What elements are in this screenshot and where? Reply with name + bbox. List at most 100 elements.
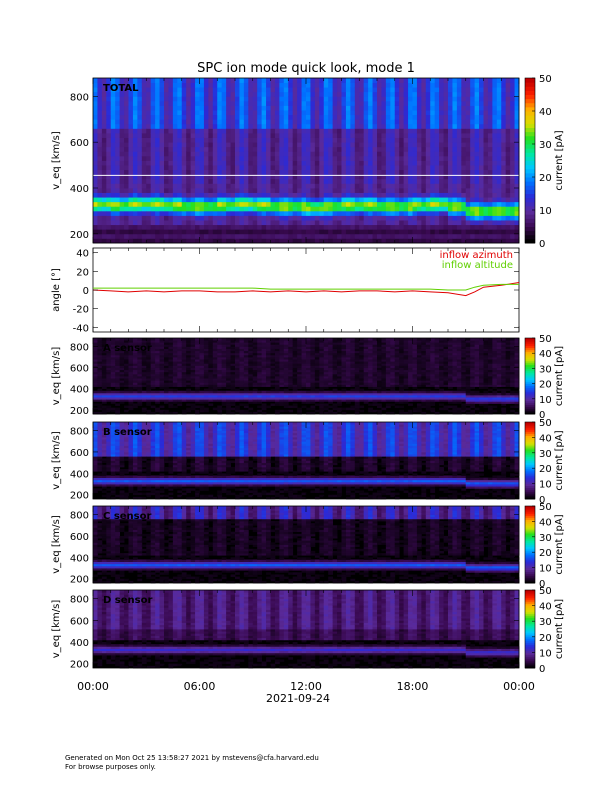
spectrogram-cell — [279, 399, 285, 402]
spectrogram-cell — [297, 220, 302, 226]
spectrogram-cell — [115, 82, 121, 88]
spectrogram-cell — [412, 169, 418, 175]
spectrogram-cell — [226, 359, 231, 362]
spectrogram-cell — [93, 215, 98, 221]
spectrogram-cell — [434, 96, 440, 102]
spectrogram-cell — [430, 146, 436, 152]
spectrogram-cell — [354, 142, 360, 148]
spectrogram-cell — [159, 123, 165, 129]
spectrogram-cell — [243, 146, 249, 152]
spectrogram-cell — [292, 229, 298, 235]
spectrogram-cell — [93, 142, 98, 148]
spectrogram-cell — [341, 169, 347, 175]
spectrogram-cell — [266, 352, 271, 356]
spectrogram-cell — [248, 123, 254, 129]
spectrogram-cell — [279, 114, 285, 120]
spectrogram-cell — [110, 188, 116, 193]
spectrogram-cell — [430, 238, 436, 244]
spectrogram-cell — [399, 165, 405, 171]
spectrogram-cell — [230, 192, 236, 198]
spectrogram-cell — [332, 169, 338, 175]
spectrogram-cell — [323, 197, 329, 203]
spectrogram-cell — [101, 382, 107, 385]
spectrogram-cell — [186, 229, 192, 235]
spectrogram-cell — [439, 119, 444, 125]
spectrogram-cell — [212, 178, 218, 184]
spectrogram-cell — [421, 220, 427, 226]
spectrogram-cell — [119, 215, 125, 221]
spectrogram-cell — [146, 411, 152, 415]
spectrogram-cell — [270, 128, 276, 134]
spectrogram-cell — [301, 91, 307, 97]
spectrogram-cell — [217, 348, 223, 352]
spectrogram-cell — [217, 146, 223, 152]
spectrogram-cell — [186, 87, 192, 93]
spectrogram-cell — [425, 220, 431, 226]
spectrogram-cell — [266, 348, 271, 352]
spectrogram-cell — [279, 201, 285, 207]
spectrogram-cell — [496, 91, 502, 97]
colorbar-segment — [525, 139, 535, 145]
spectrogram-cell — [155, 346, 160, 349]
spectrogram-cell — [501, 229, 507, 235]
spectrogram-cell — [226, 338, 231, 341]
spectrogram-cell — [252, 340, 258, 343]
spectrogram-cell — [456, 82, 462, 88]
spectrogram-cell — [443, 183, 449, 189]
spectrogram-cell — [394, 82, 400, 88]
spectrogram-cell — [106, 183, 112, 189]
spectrogram-cell — [363, 178, 369, 184]
spectrogram-cell — [115, 110, 121, 116]
spectrogram-cell — [190, 91, 196, 97]
spectrogram-cell — [181, 82, 187, 88]
spectrogram-cell — [270, 215, 276, 221]
spectrogram-cell — [208, 146, 214, 152]
spectrogram-cell — [368, 105, 373, 111]
spectrogram-cell — [217, 142, 223, 148]
spectrogram-cell — [115, 233, 121, 239]
spectrogram-cell — [146, 403, 152, 406]
spectrogram-cell — [164, 233, 169, 239]
spectrogram-cell — [235, 128, 240, 134]
spectrogram-cell — [208, 197, 214, 203]
spectrogram-cell — [394, 91, 400, 97]
spectrogram-cell — [421, 110, 427, 116]
spectrogram-cell — [128, 224, 134, 230]
spectrogram-cell — [101, 338, 107, 341]
spectrogram-cell — [137, 119, 143, 125]
spectrogram-cell — [190, 365, 196, 368]
spectrogram-cell — [164, 411, 169, 415]
spectrogram-cell — [283, 210, 289, 216]
spectrogram-cell — [97, 91, 103, 97]
spectrogram-cell — [150, 192, 156, 198]
spectrogram-cell — [186, 378, 192, 381]
spectrogram-cell — [190, 151, 196, 157]
spectrogram-cell — [124, 238, 129, 244]
spectrogram-cell — [186, 359, 192, 362]
spectrogram-cell — [368, 220, 373, 226]
colorbar-frame — [524, 77, 536, 244]
spectrogram-cell — [137, 160, 143, 166]
spectrogram-cell — [172, 110, 178, 116]
spectrogram-cell — [408, 220, 413, 226]
spectrogram-cell — [195, 82, 200, 88]
spectrogram-cell — [266, 201, 271, 207]
spectrogram-cell — [97, 388, 103, 392]
spectrogram-cell — [97, 87, 103, 93]
spectrogram-cell — [239, 96, 245, 102]
spectrogram-cell — [115, 160, 121, 166]
spectrogram-cell — [177, 137, 183, 143]
spectrogram-cell — [150, 146, 156, 152]
spectrogram-cell — [283, 137, 289, 143]
spectrogram-cell — [372, 110, 378, 116]
spectrogram-cell — [164, 367, 169, 371]
spectrogram-cell — [297, 123, 302, 129]
spectrogram-cell — [354, 151, 360, 157]
spectrogram-cell — [243, 105, 249, 111]
spectrogram-cell — [283, 87, 289, 93]
spectrogram-cell — [155, 206, 160, 212]
spectrogram-cell — [505, 123, 511, 129]
spectrogram-cell — [212, 359, 218, 362]
spectrogram-cell — [221, 110, 227, 116]
spectrogram-cell — [483, 192, 489, 198]
